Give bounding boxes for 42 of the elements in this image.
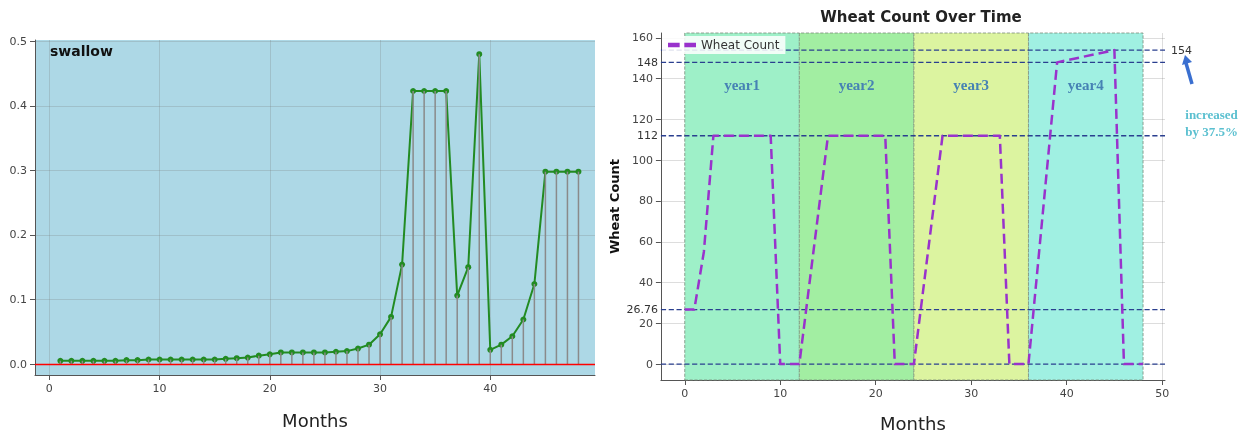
- y-tick-label: 80: [638, 194, 653, 208]
- legend-label: Wheat Count: [701, 38, 780, 52]
- y-tick-label: 0.2: [9, 228, 27, 242]
- y-tick-label: 0.3: [9, 163, 27, 177]
- y-axis-title: Wheat Count: [607, 158, 622, 255]
- y-tick-label: 0: [645, 357, 653, 371]
- chart-title: Wheat Count Over Time: [820, 7, 1022, 26]
- y-tick-label: 120: [631, 112, 653, 126]
- x-tick-label: 50: [1155, 387, 1170, 400]
- x-axis-title: Months: [880, 412, 946, 434]
- x-tick-label: 30: [964, 387, 979, 400]
- x-tick-label: 20: [262, 382, 277, 395]
- y-tick-label: 100: [631, 153, 653, 167]
- y-tick-label: 0.4: [9, 99, 27, 113]
- x-tick-label: 10: [773, 387, 788, 400]
- ref-line-label: 26.76: [626, 303, 658, 317]
- y-tick-label: 20: [638, 316, 653, 330]
- band-label: year2: [838, 77, 875, 94]
- x-tick-label: 20: [868, 387, 883, 400]
- x-tick-label: 40: [1059, 387, 1074, 400]
- y-tick-label: 160: [631, 31, 653, 45]
- x-tick-label: 10: [152, 382, 167, 395]
- x-tick-label: 40: [483, 382, 498, 395]
- y-tick-label: 0.1: [9, 292, 27, 306]
- x-tick-label: 0: [681, 387, 689, 400]
- y-tick-label: 0.5: [9, 34, 27, 48]
- ref-line-label: 148: [636, 55, 658, 69]
- line-series: [683, 48, 1145, 366]
- y-tick-label: 0.0: [9, 357, 27, 371]
- y-tick-label: 140: [631, 72, 653, 86]
- x-tick-label: 30: [373, 382, 388, 395]
- band-label: year3: [953, 77, 990, 94]
- y-tick-label: 60: [638, 235, 653, 249]
- x-axis-title: Months: [282, 409, 348, 431]
- annotation: swallow: [50, 43, 113, 59]
- text: increased by 37.5%: [1185, 107, 1239, 139]
- band-label: year1: [724, 77, 760, 94]
- ref-line-label: 112: [636, 129, 658, 143]
- y-tick-label: 40: [638, 276, 653, 290]
- ref-line-label: 154: [1171, 43, 1192, 57]
- band-label: year4: [1067, 77, 1105, 94]
- x-tick-label: 0: [45, 382, 53, 395]
